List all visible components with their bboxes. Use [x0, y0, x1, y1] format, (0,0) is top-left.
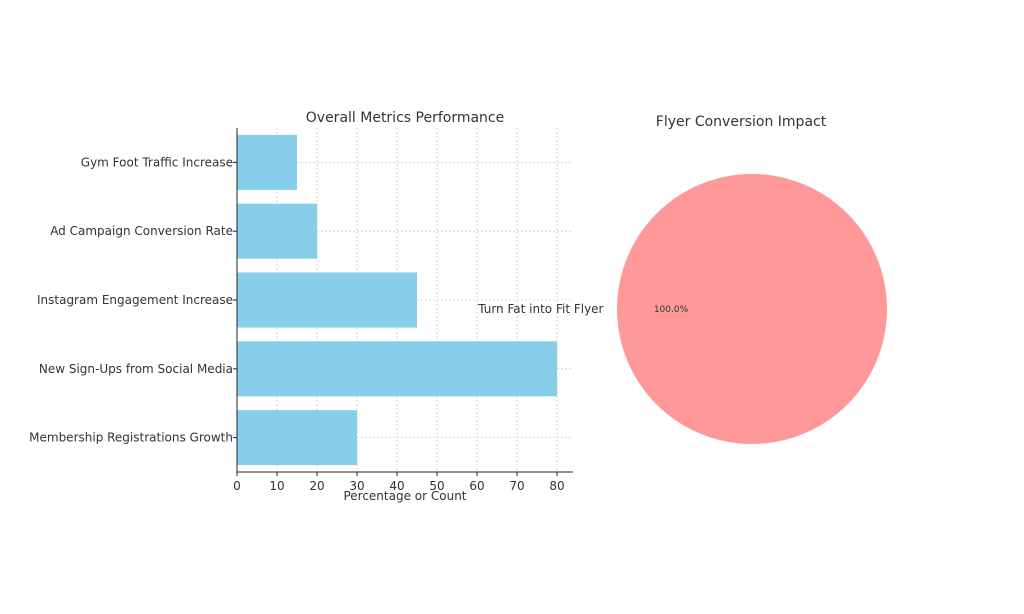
pie-chart-title: Flyer Conversion Impact — [656, 114, 827, 130]
bar — [237, 341, 557, 397]
x-tick-label: 20 — [309, 479, 324, 493]
y-category-label: Gym Foot Traffic Increase — [81, 155, 233, 169]
y-category-label: Ad Campaign Conversion Rate — [50, 224, 233, 238]
bar-chart-title: Overall Metrics Performance — [306, 110, 504, 126]
x-tick-label: 50 — [429, 479, 444, 493]
bar — [237, 203, 317, 259]
y-category-label: New Sign-Ups from Social Media — [39, 362, 233, 376]
x-tick-label: 80 — [549, 479, 564, 493]
bar-chart: Overall Metrics Performance 0 10 20 30 40 50 6… — [29, 110, 573, 503]
x-tick-label: 60 — [469, 479, 484, 493]
bar — [237, 134, 297, 190]
pie-slice — [617, 174, 887, 444]
x-tick-label: 30 — [349, 479, 364, 493]
x-tick-labels: 0 10 20 30 40 50 60 70 80 — [233, 472, 565, 493]
bar — [237, 272, 417, 328]
bar — [237, 410, 357, 466]
pie-chart: Flyer Conversion Impact 100.0% Turn Fat i… — [477, 114, 887, 444]
pie-slice-label: Turn Fat into Fit Flyer — [477, 302, 603, 316]
pie-marks: 100.0% Turn Fat into Fit Flyer — [477, 174, 887, 444]
x-tick-label: 40 — [389, 479, 404, 493]
pie-percent-label: 100.0% — [654, 305, 689, 315]
y-category-labels: Gym Foot Traffic Increase Ad Campaign Con… — [29, 155, 237, 445]
x-tick-label: 0 — [233, 479, 241, 493]
x-tick-label: 70 — [509, 479, 524, 493]
x-axis-label: Percentage or Count — [343, 489, 466, 503]
bar-marks — [237, 134, 557, 466]
y-category-label: Instagram Engagement Increase — [37, 293, 233, 307]
x-tick-label: 10 — [269, 479, 284, 493]
y-category-label: Membership Registrations Growth — [29, 431, 233, 445]
